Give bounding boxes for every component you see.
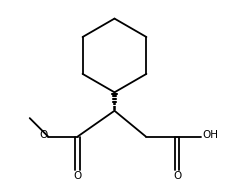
Text: O: O [173, 171, 181, 181]
Text: OH: OH [202, 130, 218, 140]
Text: O: O [39, 130, 47, 140]
Text: O: O [74, 171, 82, 181]
